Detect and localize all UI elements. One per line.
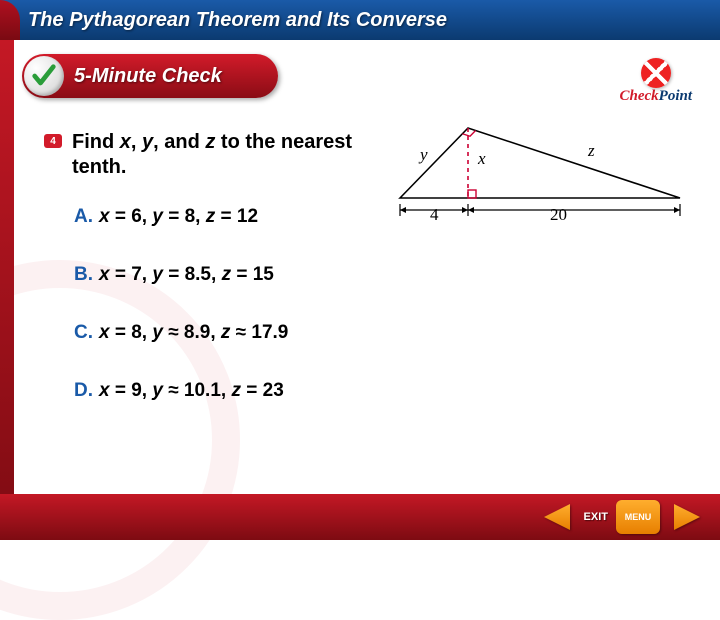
page-title: The Pythagorean Theorem and Its Converse xyxy=(28,9,447,32)
next-button[interactable] xyxy=(668,500,708,534)
checkpoint-text-2: Point xyxy=(659,88,692,104)
svg-text:20: 20 xyxy=(550,205,567,224)
answer-choice[interactable]: D.x = 9, y ≈ 10.1, z = 23 xyxy=(74,380,694,402)
answer-choice[interactable]: B.x = 7, y = 8.5, z = 15 xyxy=(74,264,694,286)
bottom-bar: EXIT MENU xyxy=(0,494,720,540)
answers-list: A.x = 6, y = 8, z = 12B.x = 7, y = 8.5, … xyxy=(74,206,694,402)
checkpoint-text-1: Check xyxy=(619,88,658,104)
title-bar-swoosh xyxy=(0,0,20,40)
triangle-figure: y x z 4 20 xyxy=(390,120,690,230)
checkmark-icon xyxy=(24,56,64,96)
answer-choice[interactable]: C.x = 8, y ≈ 8.9, z ≈ 17.9 xyxy=(74,322,694,344)
question-text: Find x, y, and z to the nearest tenth. xyxy=(72,130,372,180)
exit-button[interactable]: EXIT xyxy=(584,511,608,523)
prev-button[interactable] xyxy=(536,500,576,534)
badge-label: 5-Minute Check xyxy=(74,65,222,88)
svg-text:x: x xyxy=(477,149,486,168)
left-stripe xyxy=(0,40,14,540)
checkpoint-text: CheckPoint xyxy=(619,88,692,105)
svg-text:4: 4 xyxy=(430,205,439,224)
checkpoint-ball-icon xyxy=(641,58,671,88)
menu-button[interactable]: MENU xyxy=(616,500,660,534)
svg-text:z: z xyxy=(587,141,595,160)
svg-text:y: y xyxy=(418,145,428,164)
checkpoint-logo: CheckPoint xyxy=(619,58,692,105)
question-number: 4 xyxy=(44,134,62,148)
title-bar: The Pythagorean Theorem and Its Converse xyxy=(0,0,720,40)
menu-button-label: MENU xyxy=(625,512,652,522)
five-minute-check-badge: 5-Minute Check xyxy=(22,54,278,98)
